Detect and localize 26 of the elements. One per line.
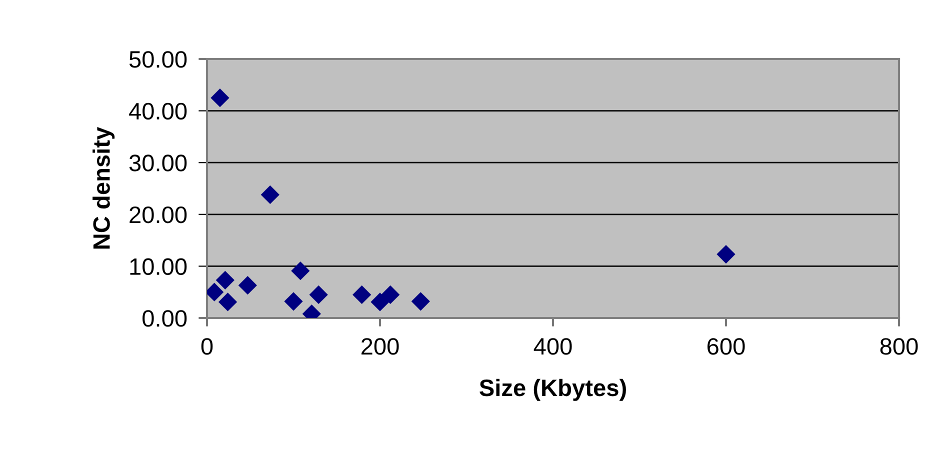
y-tick-label: 30.00 [129,154,187,172]
point [309,285,328,304]
y-tick-label: 20.00 [130,206,187,224]
x-tick-label: 600 [708,338,745,355]
point [381,285,400,304]
point [216,270,234,290]
point [210,88,230,108]
x-tick-label: 400 [534,338,572,355]
x-tick-label: 0 [201,338,213,355]
x-tick-label: 200 [361,338,399,355]
x-axis-title: Size (Kbytes) [480,378,626,401]
y-tick-label: 50.00 [129,51,187,68]
point [284,292,303,311]
y-tick-label: 0.00 [142,310,187,327]
point [352,285,372,304]
x-tick-label: 800 [880,338,918,355]
y-tick-label: 10.00 [130,258,187,275]
point [370,292,390,312]
point [716,244,736,264]
point [291,262,310,280]
y-axis-title: NC density [92,126,115,249]
point [411,292,430,311]
point [238,276,257,295]
y-tick-label: 40.00 [129,102,187,120]
point [218,292,238,312]
point [260,185,280,204]
